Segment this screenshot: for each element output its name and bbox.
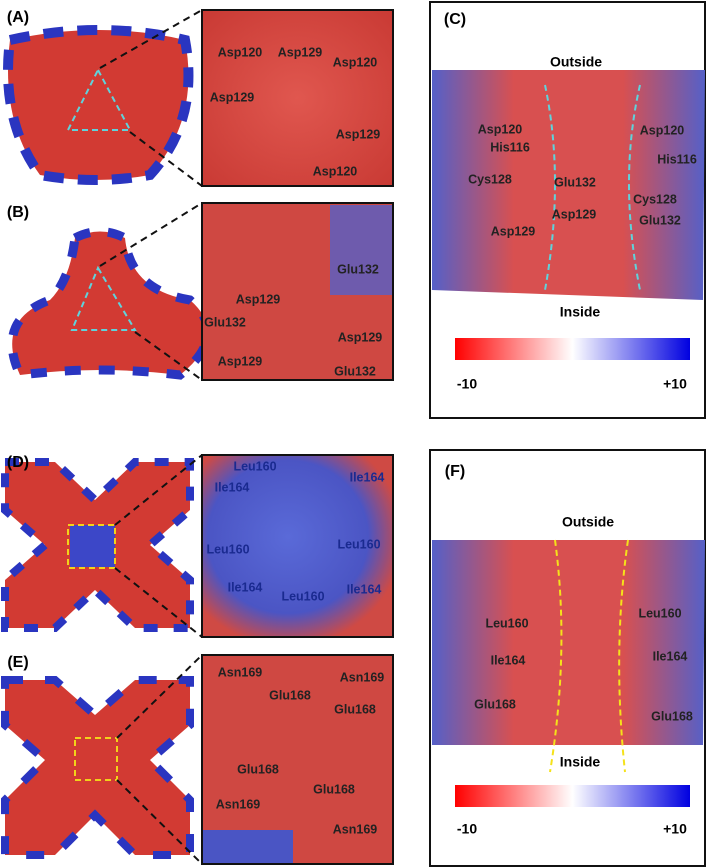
residue-label: Asp129	[236, 292, 281, 306]
inside-label: Inside	[560, 304, 601, 320]
residue-label: Ile164	[347, 582, 382, 596]
residue-label: Asp129	[210, 90, 255, 104]
residue-label: Asp120	[218, 45, 263, 59]
panel-label: (D)	[7, 454, 29, 471]
residue-label: Ile164	[491, 653, 526, 667]
residue-label: Ile164	[350, 470, 385, 484]
residue-label: Leu160	[233, 459, 276, 473]
residue-label: Glu168	[651, 709, 693, 723]
residue-label: Leu160	[485, 616, 528, 630]
residue-label: Leu160	[337, 537, 380, 551]
panel-label: (C)	[444, 11, 466, 28]
residue-label: His116	[490, 140, 530, 154]
residue-label: Asp129	[336, 127, 381, 141]
residue-label: Glu132	[334, 364, 376, 378]
residue-label: Glu132	[204, 315, 246, 329]
residue-label: Glu132	[639, 213, 681, 227]
residue-label: Glu168	[237, 762, 279, 776]
panel-label: (E)	[7, 654, 28, 671]
panel-label: (B)	[7, 204, 29, 221]
outside-label: Outside	[562, 514, 614, 530]
residue-label: His116	[657, 152, 697, 166]
scale-min: -10	[457, 821, 477, 837]
residue-label: Cys128	[468, 172, 512, 186]
panel-label: (A)	[7, 9, 29, 26]
residue-label: Leu160	[638, 606, 681, 620]
residue-label: Asp129	[491, 224, 536, 238]
residue-label: Glu168	[334, 702, 376, 716]
residue-label: Glu168	[474, 697, 516, 711]
panel-label: (F)	[445, 463, 465, 480]
zoom-boxes	[201, 9, 394, 865]
residue-label: Asp129	[338, 330, 383, 344]
outside-label: Outside	[550, 54, 602, 70]
residue-label: Glu168	[269, 688, 311, 702]
residue-label: Asp120	[640, 123, 685, 137]
residue-label: Asp129	[552, 207, 597, 221]
residue-label: Glu168	[313, 782, 355, 796]
residue-label: Leu160	[281, 589, 324, 603]
residue-label: Ile164	[653, 649, 688, 663]
scale-max: +10	[663, 376, 687, 392]
residue-label: Asn169	[340, 670, 385, 684]
surfaces	[1, 25, 213, 859]
residue-label: Leu160	[206, 542, 249, 556]
residue-label: Asn169	[218, 665, 263, 679]
scale-max: +10	[663, 821, 687, 837]
residue-label: Ile164	[215, 480, 250, 494]
residue-label: Asn169	[216, 797, 261, 811]
residue-label: Asp120	[478, 122, 523, 136]
scale-min: -10	[457, 376, 477, 392]
residue-label: Asp120	[313, 164, 358, 178]
inside-label: Inside	[560, 754, 601, 770]
residue-label: Asp120	[333, 55, 378, 69]
residue-label: Glu132	[337, 262, 379, 276]
residue-label: Asp129	[278, 45, 323, 59]
residue-label: Asp129	[218, 354, 263, 368]
side-panels	[429, 1, 706, 867]
residue-label: Glu132	[554, 175, 596, 189]
residue-label: Asn169	[333, 822, 378, 836]
residue-label: Ile164	[228, 580, 263, 594]
residue-label: Cys128	[633, 192, 677, 206]
connector-lines	[99, 9, 203, 865]
